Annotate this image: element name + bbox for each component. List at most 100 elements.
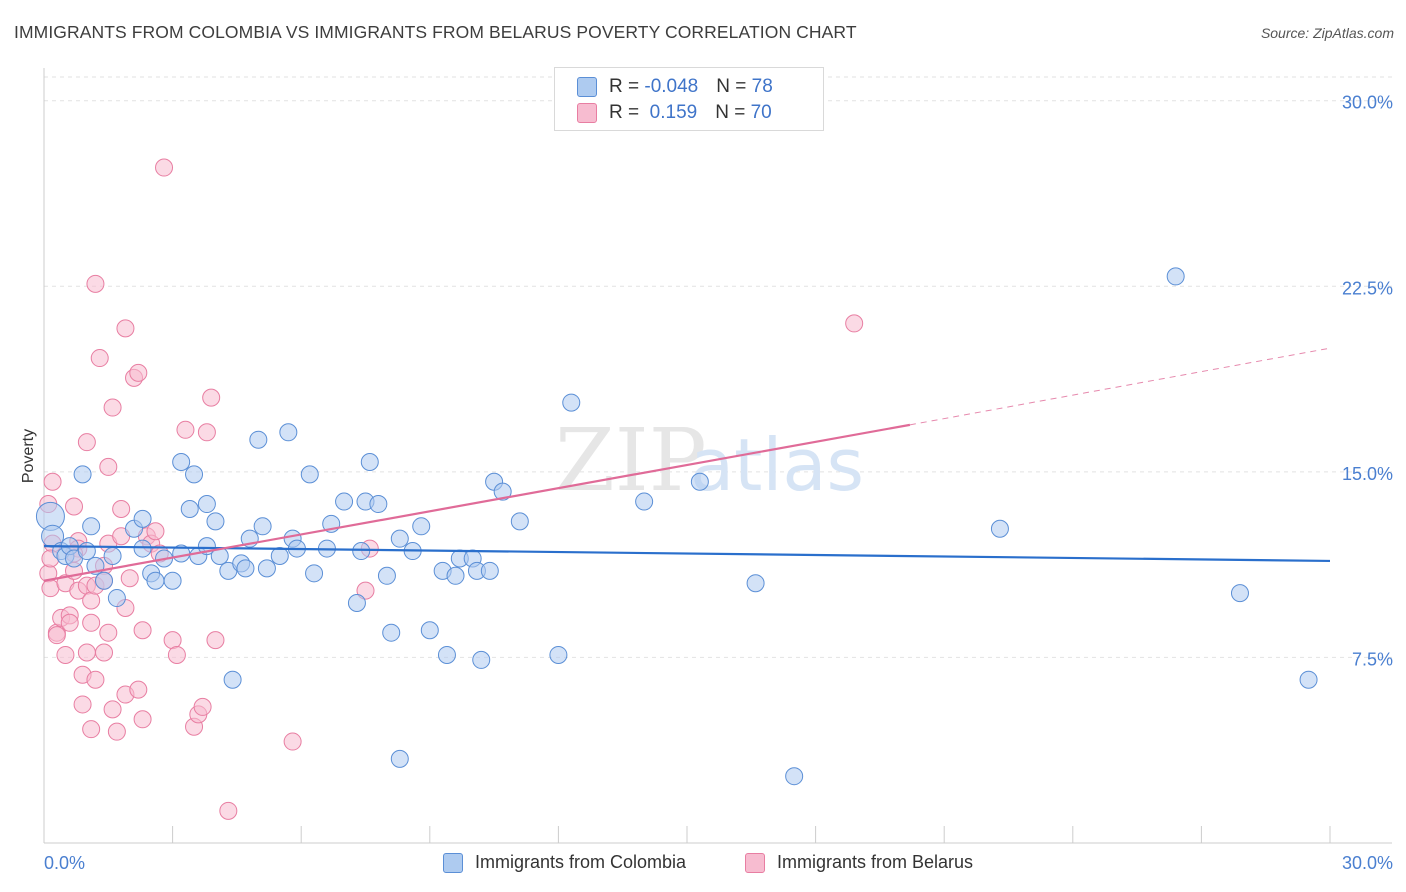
- belarus-point: [77, 433, 96, 452]
- colombia-point: [635, 492, 654, 511]
- belarus-point: [56, 645, 75, 664]
- belarus-point: [95, 643, 114, 662]
- belarus-point: [82, 613, 101, 632]
- source-label: Source: ZipAtlas.com: [1260, 25, 1394, 41]
- colombia-point: [163, 571, 182, 590]
- belarus-point: [60, 613, 79, 632]
- colombia-point: [420, 621, 439, 640]
- colombia-point: [185, 465, 204, 484]
- colombia-point: [1230, 584, 1249, 603]
- colombia-point: [270, 546, 289, 565]
- colombia-point: [390, 749, 409, 768]
- colombia-point: [206, 512, 225, 531]
- belarus-point: [103, 700, 122, 719]
- colombia-point: [472, 650, 491, 669]
- legend-label-colombia: Immigrants from Colombia: [475, 852, 687, 872]
- legend-item-colombia[interactable]: Immigrants from Colombia: [443, 852, 686, 873]
- colombia-point: [223, 670, 242, 689]
- r-value: 0.159: [644, 102, 698, 123]
- belarus-point: [73, 695, 92, 714]
- belarus-point: [283, 732, 302, 751]
- colombia-point: [549, 645, 568, 664]
- colombia-point: [510, 512, 529, 531]
- colombia-point: [390, 529, 409, 548]
- belarus-point: [167, 645, 186, 664]
- watermark-atlas: atlas: [690, 423, 864, 507]
- colombia-point: [305, 564, 324, 583]
- colombia-point: [412, 517, 431, 536]
- belarus-point: [155, 158, 174, 177]
- colombia-point: [82, 517, 101, 536]
- y-axis-label: Poverty: [20, 429, 37, 483]
- r-label: R =: [609, 102, 645, 123]
- belarus-point: [133, 710, 152, 729]
- colombia-point: [382, 623, 401, 642]
- axes: [43, 68, 1392, 844]
- belarus-point: [356, 581, 375, 600]
- belarus-point: [193, 697, 212, 716]
- legend-label-belarus: Immigrants from Belarus: [777, 852, 974, 872]
- colombia-point: [249, 430, 268, 449]
- colombia-point: [133, 509, 152, 528]
- legend-item-belarus[interactable]: Immigrants from Belarus: [745, 852, 973, 873]
- belarus-point: [77, 643, 96, 662]
- colombia-point: [253, 517, 272, 536]
- belarus-swatch: [577, 103, 597, 123]
- chart-title: IMMIGRANTS FROM COLOMBIA VS IMMIGRANTS F…: [14, 22, 857, 42]
- stats-legend: R = -0.048 N = 78 R = 0.159 N = 70: [554, 67, 824, 131]
- belarus-point: [86, 670, 105, 689]
- colombia-point: [446, 566, 465, 585]
- colombia-point: [77, 542, 96, 561]
- colombia-point: [335, 492, 354, 511]
- belarus-point: [65, 497, 84, 516]
- belarus-point: [146, 522, 165, 541]
- tick-labels: 7.5% 15.0% 22.5% 30.0% 0.0% 30.0%: [44, 93, 1393, 873]
- colombia-point: [347, 594, 366, 613]
- colombia-swatch: [443, 852, 463, 873]
- colombia-point: [690, 472, 709, 491]
- colombia-point: [377, 566, 396, 585]
- colombia-point: [133, 539, 152, 558]
- belarus-point: [176, 420, 195, 439]
- belarus-point: [103, 398, 122, 417]
- belarus-point: [99, 623, 118, 642]
- n-value: 78: [751, 76, 773, 97]
- belarus-point: [202, 388, 221, 407]
- y-tick-label: 7.5%: [1352, 649, 1393, 669]
- colombia-point: [107, 589, 126, 608]
- colombia-point: [369, 495, 388, 514]
- belarus-point: [133, 621, 152, 640]
- colombia-point: [257, 559, 276, 578]
- belarus-point: [845, 314, 864, 333]
- belarus-point: [86, 274, 105, 293]
- belarus-point: [43, 472, 62, 491]
- colombia-point: [172, 452, 191, 471]
- colombia-point: [197, 495, 216, 514]
- colombia-points: [35, 267, 1318, 786]
- n-value: 70: [750, 102, 772, 123]
- belarus-point: [82, 720, 101, 739]
- r-label: R =: [609, 76, 645, 97]
- belarus-point: [99, 457, 118, 476]
- belarus-point: [112, 499, 131, 518]
- colombia-point: [990, 519, 1009, 538]
- colombia-point: [300, 465, 319, 484]
- belarus-trend-line: [43, 423, 911, 582]
- legend-row-belarus: R = 0.159 N = 70: [577, 101, 772, 125]
- belarus-point: [116, 319, 135, 338]
- belarus-point: [120, 569, 139, 588]
- colombia-point: [73, 465, 92, 484]
- watermark-zip: ZIP: [555, 411, 707, 511]
- belarus-trend-extension: [909, 347, 1331, 426]
- n-label: N =: [715, 102, 751, 123]
- colombia-point: [1166, 267, 1185, 286]
- r-value: -0.048: [644, 76, 699, 97]
- trend-lines: [43, 347, 1331, 582]
- colombia-point: [493, 482, 512, 501]
- colombia-point: [279, 423, 298, 442]
- colombia-point: [480, 561, 499, 580]
- belarus-swatch: [745, 852, 765, 873]
- belarus-point: [107, 722, 126, 741]
- colombia-point: [146, 571, 165, 590]
